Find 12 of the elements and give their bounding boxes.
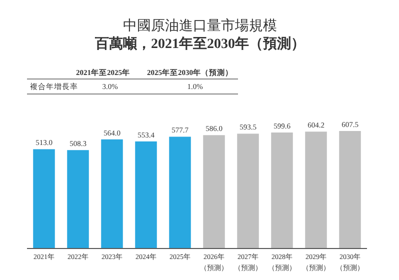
bar	[135, 141, 157, 248]
bar	[305, 132, 327, 248]
bar	[101, 139, 123, 248]
chart-title: 中國原油進口量市場規模	[123, 18, 277, 34]
bar	[271, 132, 293, 248]
bar	[169, 136, 191, 248]
chart-subtitle: 百萬噸，2021年至2030年（預測）	[94, 36, 305, 52]
bar	[237, 134, 259, 248]
bar	[203, 135, 225, 248]
bar	[339, 131, 361, 248]
bar	[33, 149, 55, 248]
bar	[67, 150, 89, 248]
